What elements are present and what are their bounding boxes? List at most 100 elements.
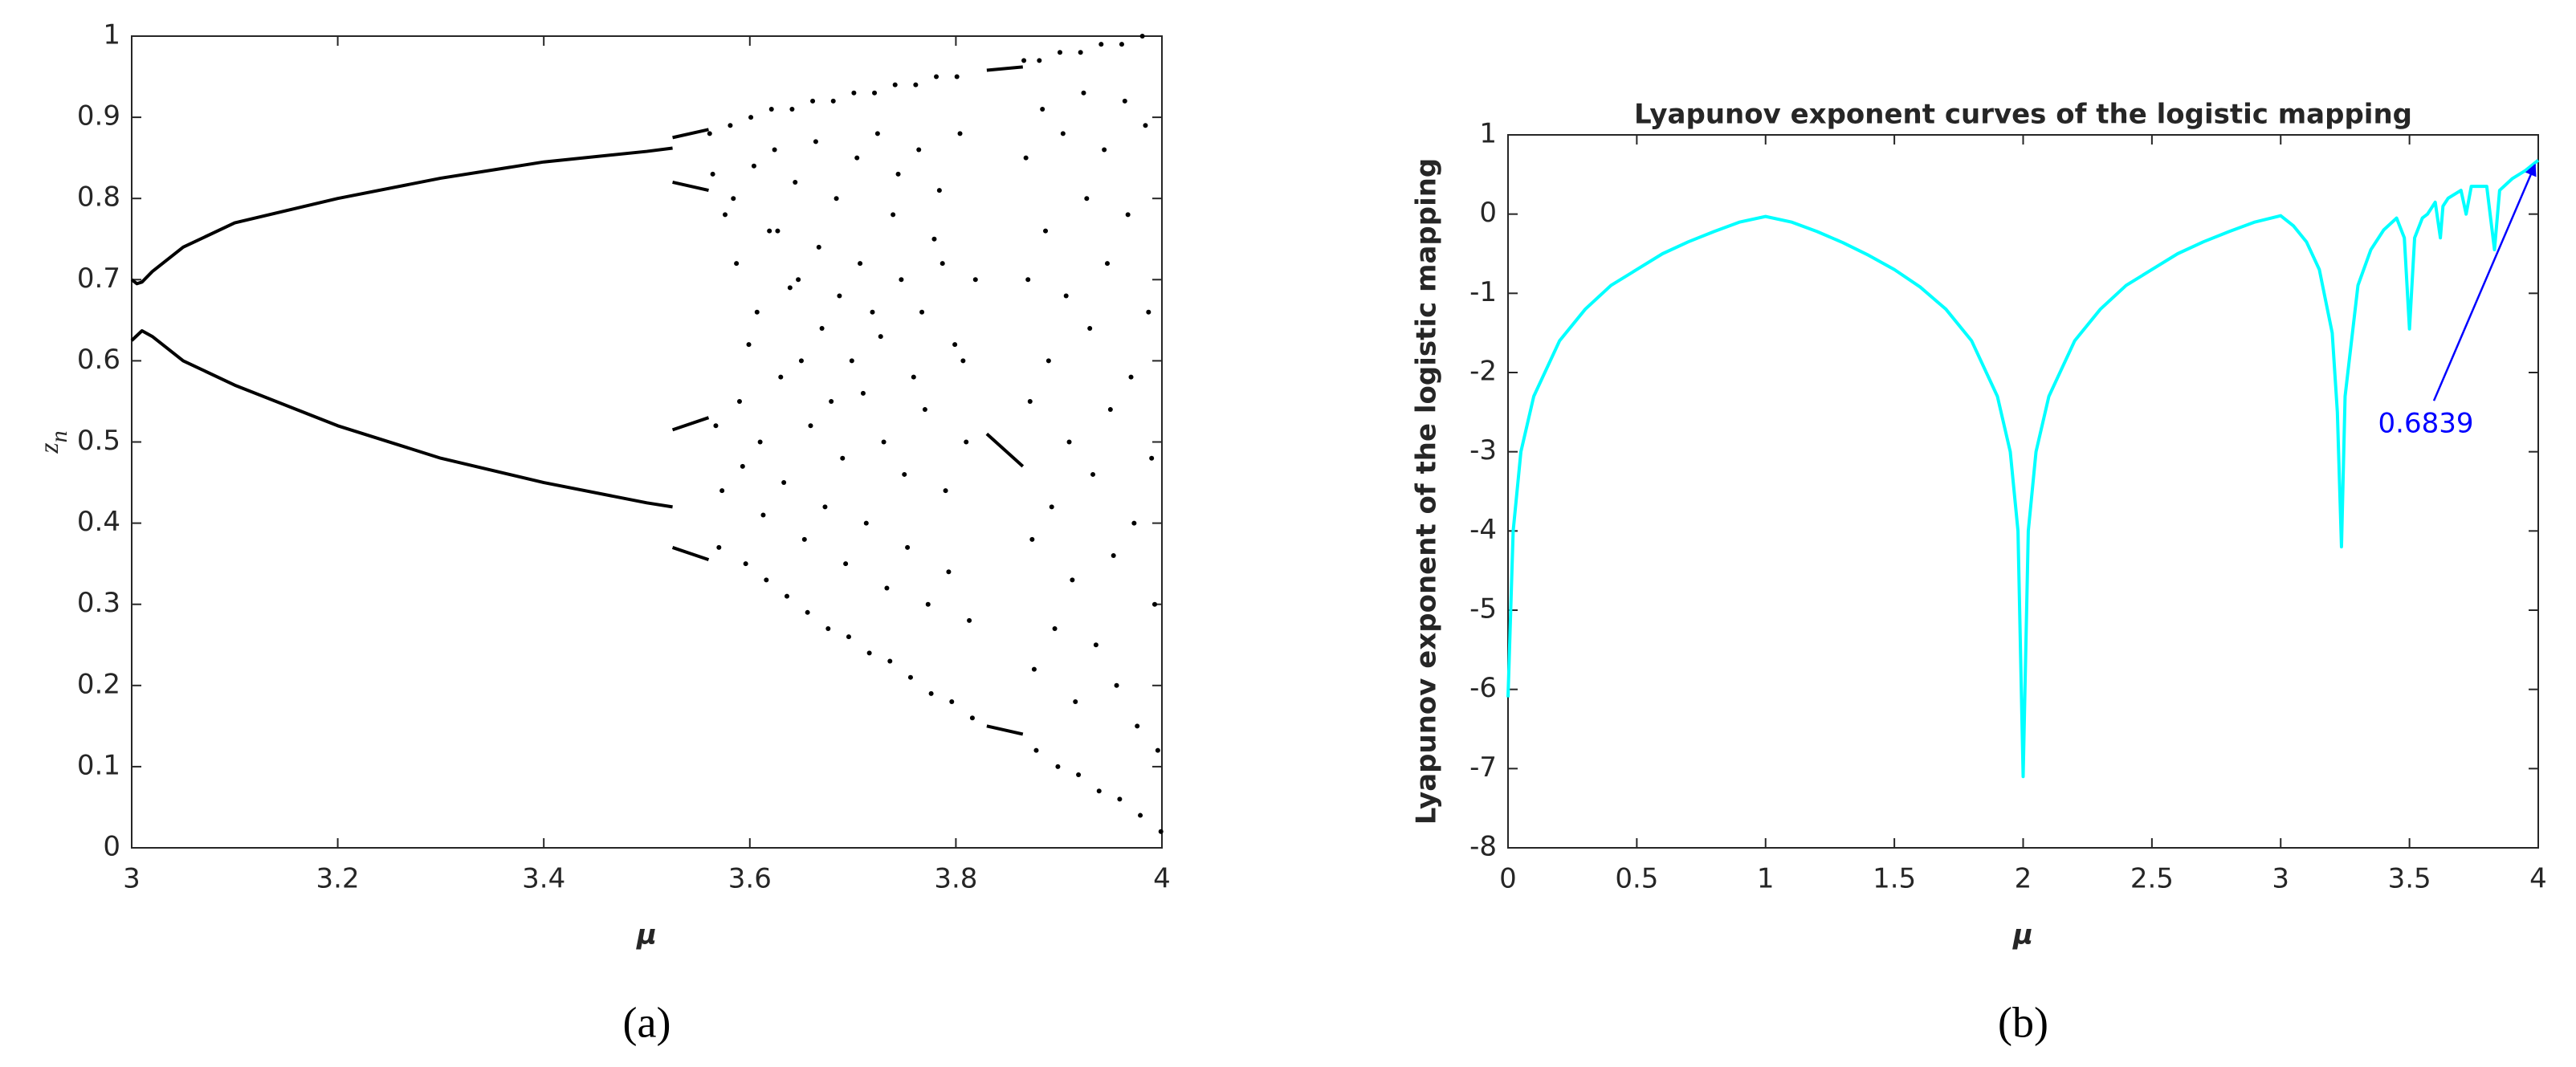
point bbox=[943, 488, 948, 494]
point bbox=[793, 179, 798, 185]
x-tick-label: 3.5 bbox=[2388, 863, 2431, 895]
y-tick-label: 0.6 bbox=[77, 344, 120, 376]
point bbox=[1078, 50, 1083, 55]
point bbox=[707, 131, 712, 136]
point bbox=[784, 593, 789, 599]
point bbox=[928, 690, 934, 696]
point bbox=[728, 123, 733, 128]
y-axis-label-subscript: n bbox=[46, 430, 72, 442]
point bbox=[1102, 147, 1107, 153]
point bbox=[1117, 796, 1123, 802]
point bbox=[1122, 98, 1127, 104]
point bbox=[960, 358, 966, 364]
point bbox=[854, 155, 860, 161]
point bbox=[1128, 374, 1134, 380]
point bbox=[872, 90, 878, 96]
point bbox=[1027, 398, 1033, 404]
point bbox=[1052, 626, 1058, 632]
y-tick-label: -1 bbox=[1469, 276, 1497, 308]
point bbox=[952, 342, 958, 348]
point bbox=[1070, 577, 1075, 583]
point bbox=[1025, 277, 1031, 283]
annotation-arrow bbox=[2432, 163, 2537, 401]
branch-line bbox=[986, 65, 1023, 72]
point bbox=[931, 236, 937, 242]
branch-line bbox=[672, 128, 709, 140]
point bbox=[1087, 325, 1093, 331]
point bbox=[907, 674, 913, 680]
caption: (b) bbox=[1998, 998, 2048, 1046]
point bbox=[743, 561, 748, 567]
branch-line bbox=[672, 181, 709, 193]
point bbox=[969, 715, 975, 721]
point bbox=[905, 544, 911, 550]
chart-title: Lyapunov exponent curves of the logistic… bbox=[1634, 99, 2412, 131]
point bbox=[748, 115, 754, 120]
point bbox=[1139, 34, 1145, 39]
point bbox=[1146, 309, 1151, 315]
point bbox=[954, 74, 960, 79]
point bbox=[840, 455, 846, 461]
point bbox=[834, 196, 839, 202]
point bbox=[1143, 123, 1148, 128]
point bbox=[1131, 520, 1137, 526]
point bbox=[860, 390, 866, 396]
point bbox=[757, 439, 763, 445]
point bbox=[874, 131, 880, 136]
point bbox=[768, 106, 774, 112]
point bbox=[796, 277, 801, 283]
x-tick-label: 4 bbox=[1153, 863, 1171, 895]
point bbox=[760, 512, 766, 518]
point bbox=[710, 171, 715, 177]
point bbox=[829, 398, 834, 404]
point bbox=[892, 82, 898, 88]
point bbox=[851, 90, 857, 96]
point bbox=[716, 544, 722, 550]
y-tick-label: 0.7 bbox=[77, 263, 120, 295]
point bbox=[1152, 601, 1158, 607]
point bbox=[1073, 699, 1078, 705]
point bbox=[843, 561, 849, 567]
point bbox=[746, 342, 752, 348]
point bbox=[967, 617, 972, 623]
point bbox=[913, 82, 919, 88]
point bbox=[1138, 812, 1143, 818]
point bbox=[1084, 196, 1090, 202]
point bbox=[781, 480, 787, 486]
point bbox=[881, 439, 887, 445]
point bbox=[816, 244, 821, 250]
x-tick-label: 3.2 bbox=[316, 863, 360, 895]
point bbox=[946, 569, 952, 575]
point bbox=[810, 98, 816, 104]
y-axis-label: Lyapunov exponent of the logistic mappin… bbox=[1411, 158, 1443, 825]
point bbox=[837, 293, 842, 299]
y-tick-label: 0 bbox=[1479, 197, 1497, 229]
point bbox=[884, 585, 890, 591]
point bbox=[772, 147, 777, 153]
point bbox=[1111, 553, 1116, 559]
point bbox=[1155, 747, 1160, 753]
branch-line bbox=[671, 416, 710, 432]
point bbox=[899, 277, 904, 283]
x-tick-label: 2.5 bbox=[2130, 863, 2174, 895]
point bbox=[713, 423, 719, 429]
y-tick-label: 0 bbox=[103, 831, 120, 863]
y-tick-label: 0.1 bbox=[77, 749, 120, 781]
x-tick-label: 3.8 bbox=[934, 863, 977, 895]
y-tick-label: 0.2 bbox=[77, 668, 120, 700]
x-axis-label: μ bbox=[2012, 919, 2033, 951]
point bbox=[934, 74, 940, 79]
x-tick-label: 4 bbox=[2529, 863, 2547, 895]
point bbox=[916, 147, 922, 153]
branch-line bbox=[130, 328, 673, 509]
point bbox=[936, 188, 942, 193]
point bbox=[1029, 536, 1035, 542]
point bbox=[719, 488, 725, 494]
point bbox=[922, 407, 927, 413]
point bbox=[863, 520, 869, 526]
point bbox=[751, 163, 756, 169]
point bbox=[798, 358, 804, 364]
point bbox=[957, 131, 963, 136]
point bbox=[736, 398, 742, 404]
point bbox=[734, 261, 740, 267]
